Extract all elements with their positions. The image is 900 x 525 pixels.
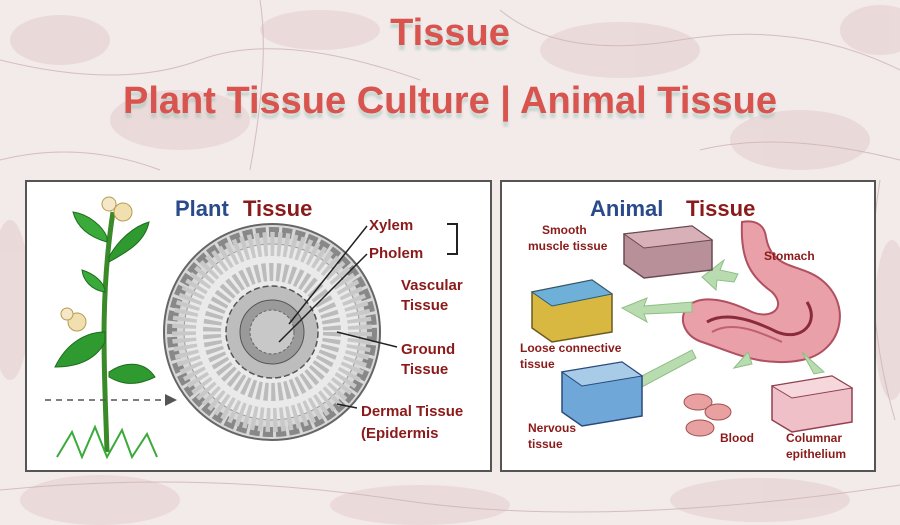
plant-tissue-panel: Plant Tissue: [25, 180, 492, 472]
blood-cells: [683, 393, 732, 437]
label-dermal-2: (Epidermis: [361, 425, 439, 442]
animal-heading-part2: Tissue: [686, 196, 755, 221]
label-ground-2: Tissue: [401, 361, 448, 378]
stomach-illustration: [682, 220, 841, 364]
label-smooth-2: muscle tissue: [528, 239, 608, 253]
animal-tissue-panel: Animal Tissue: [500, 180, 876, 472]
plant-heading-part1: Plant: [175, 196, 229, 221]
label-pholem: Pholem: [369, 245, 423, 262]
plant-heading-part2: Tissue: [243, 196, 312, 221]
label-nervous-2: tissue: [528, 437, 563, 451]
label-blood: Blood: [720, 431, 754, 445]
label-smooth-1: Smooth: [542, 223, 587, 237]
label-stomach: Stomach: [764, 249, 815, 263]
label-ground-1: Ground: [401, 341, 455, 358]
plant-illustration: [45, 196, 177, 460]
page-title: Tissue: [390, 12, 510, 54]
label-nervous-1: Nervous: [528, 421, 576, 435]
page-subtitle: Plant Tissue Culture | Animal Tissue: [123, 80, 777, 122]
label-columnar-2: epithelium: [786, 447, 846, 461]
label-xylem: Xylem: [369, 217, 413, 234]
label-vascular-2: Tissue: [401, 297, 448, 314]
vascular-bracket: [447, 223, 458, 255]
columnar-epithelium-block: [770, 375, 854, 433]
smooth-muscle-block: [622, 225, 714, 279]
label-vascular-1: Vascular: [401, 277, 463, 294]
animal-heading-part1: Animal: [590, 196, 663, 221]
label-loose-1: Loose connective: [520, 341, 622, 355]
label-columnar-1: Columnar: [786, 431, 842, 445]
nervous-block: [560, 361, 644, 427]
stem-cross-section: [163, 223, 381, 441]
label-pointers: [278, 225, 398, 409]
label-loose-2: tissue: [520, 357, 555, 371]
label-dermal-1: Dermal Tissue: [361, 403, 463, 420]
loose-connective-block: [530, 279, 614, 343]
